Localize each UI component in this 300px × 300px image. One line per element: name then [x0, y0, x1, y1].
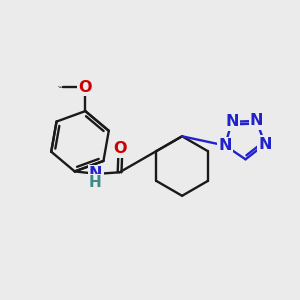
Text: N: N: [225, 114, 238, 129]
Text: methoxy: methoxy: [58, 86, 64, 87]
Text: N: N: [258, 136, 272, 152]
Text: O: O: [114, 142, 127, 157]
Text: H: H: [88, 175, 101, 190]
Text: methoxy: methoxy: [60, 86, 67, 88]
Text: methoxy: methoxy: [59, 86, 65, 88]
Text: N: N: [89, 166, 102, 181]
Text: N: N: [218, 138, 232, 153]
Text: N: N: [250, 113, 263, 128]
Text: O: O: [79, 80, 92, 95]
